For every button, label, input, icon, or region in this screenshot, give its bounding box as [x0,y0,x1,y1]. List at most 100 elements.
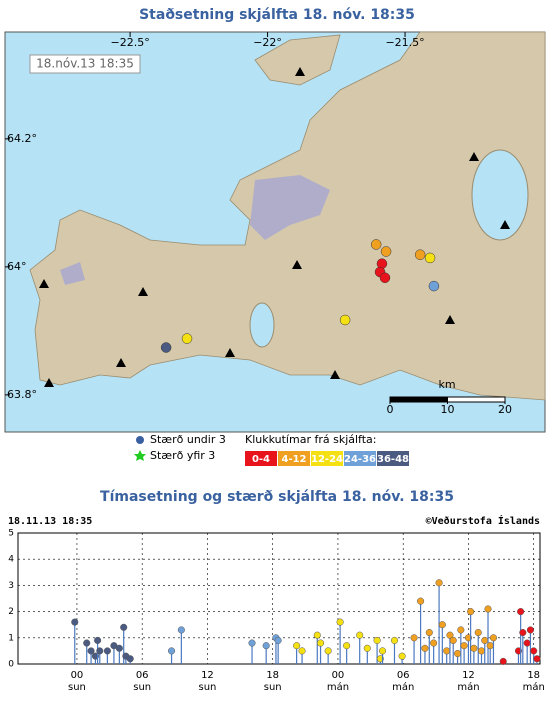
map-quake [181,333,193,344]
chart-header: 18.11.13 18:35 [8,516,92,527]
y-tick-label: 0 [8,660,14,670]
quake-point [443,647,451,655]
legend-swatch [344,451,376,466]
legend-swatch [311,451,343,466]
quake-point [484,605,492,613]
quake-point [467,608,475,616]
x-tick-day: sun [68,682,86,693]
quake-point [378,647,387,655]
quake-point [83,639,91,647]
scale-unit: km [438,378,455,391]
x-tick-day: mán [392,681,414,693]
x-tick-day: sun [198,682,216,693]
quake-point [177,626,185,634]
map-title: Staðsetning skjálfta 18. nóv. 18:35 [139,7,415,23]
quake-point [486,642,494,650]
legend-label: 36-48 [377,454,409,465]
x-tick-label: 06 [397,670,410,681]
scale-label: 10 [441,403,455,416]
x-tick-label: 18 [266,670,279,681]
x-tick-day: mán [523,681,545,693]
quake-point [454,649,462,658]
quake-point [398,652,406,660]
scale-bar [390,397,447,402]
quake-point [421,644,429,652]
map-x-tick-label: −22.5° [110,36,149,49]
quake-point [533,655,541,663]
quake-point [457,626,465,634]
y-tick-label: 2 [8,607,14,617]
quake-point [526,626,534,634]
map-y-tick-label: 64.2° [7,132,37,145]
quake-point [470,644,478,652]
legend-swatch [245,451,277,466]
chart-title: Tímasetning og stærð skjálfta 18. nóv. 1… [100,489,454,505]
quake-point [425,629,433,637]
quake-point [477,647,486,655]
map-quake [380,246,392,257]
x-tick-label: 12 [201,670,214,681]
quake-point [356,631,364,639]
quake-point [481,636,489,644]
map-quake [424,252,436,264]
lake [471,149,529,241]
lake [249,302,275,348]
x-tick-day: mán [457,681,479,693]
quake-point [343,642,351,650]
x-tick-day: mán [327,681,349,693]
quake-point [293,642,301,650]
quake-point [460,642,468,650]
legend-hours-label: Klukkutímar frá skjálfta: [245,433,376,446]
urban-area [60,175,330,285]
quake-point [324,647,332,655]
quake-point [115,644,123,652]
quake-point [262,642,270,650]
quake-point [517,608,525,616]
quake-point [417,597,425,605]
y-tick-label: 4 [8,555,14,565]
y-tick-label: 3 [8,581,14,591]
map-x-tick-label: −22° [253,36,282,49]
quake-point [449,636,457,644]
quake-point [410,634,418,642]
quake-point [120,623,128,631]
legend-swatch [278,451,310,466]
quake-point [316,639,325,647]
x-tick-label: 18 [527,670,540,681]
quake-point [94,636,102,644]
quake-point [298,647,306,655]
quake-point [499,657,507,665]
x-tick-label: 06 [136,670,149,681]
legend-small-label: Stærð undir 3 [150,433,226,446]
map-quake [379,272,391,284]
quake-point [313,631,321,639]
stamp: 18.nóv.13 18:35 [36,57,134,71]
map-quake [370,239,382,250]
legend-large-label: Stærð yfir 3 [150,449,215,462]
scale-label: 20 [498,403,512,416]
legend-small [136,436,144,444]
quake-point [523,639,531,647]
quake-point [71,618,79,626]
map-x-tick-label: −21.5° [385,36,424,49]
x-tick-day: sun [133,682,151,693]
legend-large [134,450,146,461]
map-quake [160,342,172,353]
quake-point [126,655,134,663]
legend-label: 24-36 [344,454,376,465]
quake-point [168,647,176,655]
quake-point [530,647,538,655]
legend-label: 12-24 [311,454,343,465]
map-y-tick-label: 63.8° [7,388,37,401]
quake-point [248,639,256,647]
quake-point [438,621,446,629]
x-tick-label: 00 [332,670,345,681]
y-tick-label: 1 [8,633,14,643]
x-tick-label: 00 [71,670,84,681]
quake-point [373,636,381,644]
map-y-tick-label: 64° [7,260,27,273]
legend-label: 0-4 [252,454,270,465]
x-tick-day: sun [264,682,282,693]
quake-point [274,636,282,644]
